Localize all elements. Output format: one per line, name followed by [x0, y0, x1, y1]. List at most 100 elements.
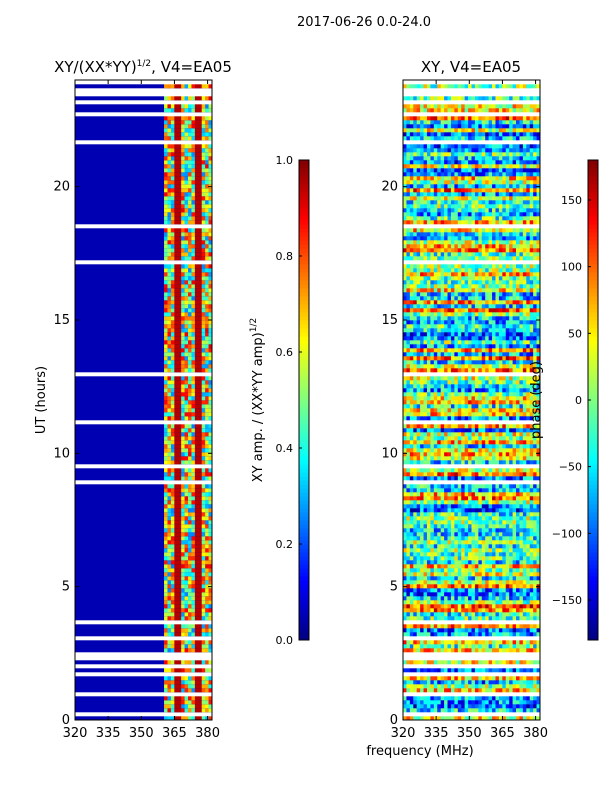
phase-cell: [509, 552, 513, 557]
amplitude-cell: [201, 292, 206, 297]
amplitude-cell: [208, 492, 213, 497]
background-row: [75, 340, 212, 345]
phase-cell: [474, 660, 479, 665]
phase-cell: [505, 584, 510, 589]
phase-cell: [409, 432, 414, 437]
phase-cell: [444, 552, 448, 557]
amplitude-cell: [188, 296, 192, 301]
amplitude-cell: [191, 96, 196, 101]
amplitude-cell: [194, 148, 199, 153]
phase-cell: [406, 600, 411, 605]
amplitude-cell: [167, 316, 172, 321]
amplitude-cell: [188, 668, 192, 673]
phase-cell: [516, 604, 520, 609]
amplitude-cell: [201, 240, 206, 245]
phase-cell: [485, 612, 489, 617]
phase-cell: [403, 680, 407, 685]
phase-cell: [403, 568, 407, 573]
amplitude-cell: [174, 628, 179, 633]
phase-cell: [406, 648, 411, 653]
phase-cell: [478, 560, 483, 565]
amplitude-cell: [170, 604, 175, 609]
phase-cell: [533, 504, 537, 509]
phase-cell: [426, 484, 431, 489]
phase-cell: [502, 408, 507, 413]
phase-cell: [406, 676, 411, 681]
phase-cell: [450, 604, 455, 609]
amplitude-cell: [208, 180, 213, 185]
phase-cell: [409, 544, 414, 549]
phase-cell: [485, 440, 489, 445]
colorbar-step: [299, 580, 309, 585]
amplitude-cell: [167, 336, 172, 341]
amplitude-cell: [164, 376, 168, 381]
phase-cell: [522, 596, 527, 601]
amplitude-cell: [194, 204, 199, 209]
phase-cell: [468, 660, 472, 665]
amplitude-cell: [177, 208, 182, 213]
amplitude-cell: [188, 228, 192, 233]
amplitude-cell: [181, 292, 185, 297]
phase-cell: [450, 452, 455, 457]
amplitude-cell: [184, 472, 189, 477]
phase-cell: [420, 688, 424, 693]
phase-cell: [403, 540, 407, 545]
amplitude-cell: [174, 588, 179, 593]
phase-cell: [433, 640, 438, 645]
amplitude-cell: [201, 520, 206, 525]
amplitude-cell: [208, 628, 213, 633]
amplitude-cell: [198, 256, 203, 261]
phase-cell: [430, 508, 435, 513]
amplitude-cell: [167, 460, 172, 465]
colorbar-step: [299, 320, 309, 325]
phase-cell: [505, 500, 510, 505]
phase-cell: [474, 456, 479, 461]
phase-cell: [423, 708, 428, 713]
phase-cell: [512, 528, 517, 533]
phase-cell: [468, 548, 472, 553]
colorbar-step: [299, 612, 309, 617]
amplitude-cell: [205, 128, 209, 133]
amplitude-cell: [170, 436, 175, 441]
phase-cell: [533, 520, 537, 525]
amplitude-cell: [177, 500, 182, 505]
amplitude-cell: [167, 384, 172, 389]
phase-cell: [485, 624, 489, 629]
amplitude-cell: [177, 216, 182, 221]
phase-cell: [416, 428, 421, 433]
phase-cell: [536, 716, 541, 721]
amplitude-cell: [167, 528, 172, 533]
phase-cell: [512, 568, 517, 573]
amplitude-cell: [194, 208, 199, 213]
phase-cell: [444, 528, 448, 533]
phase-cell: [488, 680, 493, 685]
phase-cell: [454, 600, 459, 605]
amplitude-cell: [194, 212, 199, 217]
phase-cell: [468, 520, 472, 525]
amplitude-cell: [205, 160, 209, 165]
phase-cell: [485, 492, 489, 497]
phase-cell: [533, 668, 537, 673]
phase-cell: [526, 596, 531, 601]
amplitude-cell: [198, 308, 203, 313]
amplitude-cell: [174, 176, 179, 181]
phase-cell: [516, 688, 520, 693]
phase-cell: [529, 640, 534, 645]
amplitude-cell: [164, 308, 168, 313]
amplitude-cell: [170, 500, 175, 505]
amplitude-colorbar-frame: [298, 159, 310, 641]
phase-cell: [502, 600, 507, 605]
amplitude-cell: [205, 192, 209, 197]
amplitude-cell: [177, 184, 182, 189]
amplitude-cell: [177, 344, 182, 349]
amplitude-cell: [177, 472, 182, 477]
phase-cell: [509, 496, 513, 501]
amplitude-cell: [188, 380, 192, 385]
amplitude-cell: [208, 716, 213, 721]
phase-cell: [474, 576, 479, 581]
background-row: [75, 452, 212, 457]
phase-cell: [464, 484, 469, 489]
phase-cell: [403, 504, 407, 509]
phase-cell: [529, 456, 534, 461]
phase-cell: [519, 704, 524, 709]
